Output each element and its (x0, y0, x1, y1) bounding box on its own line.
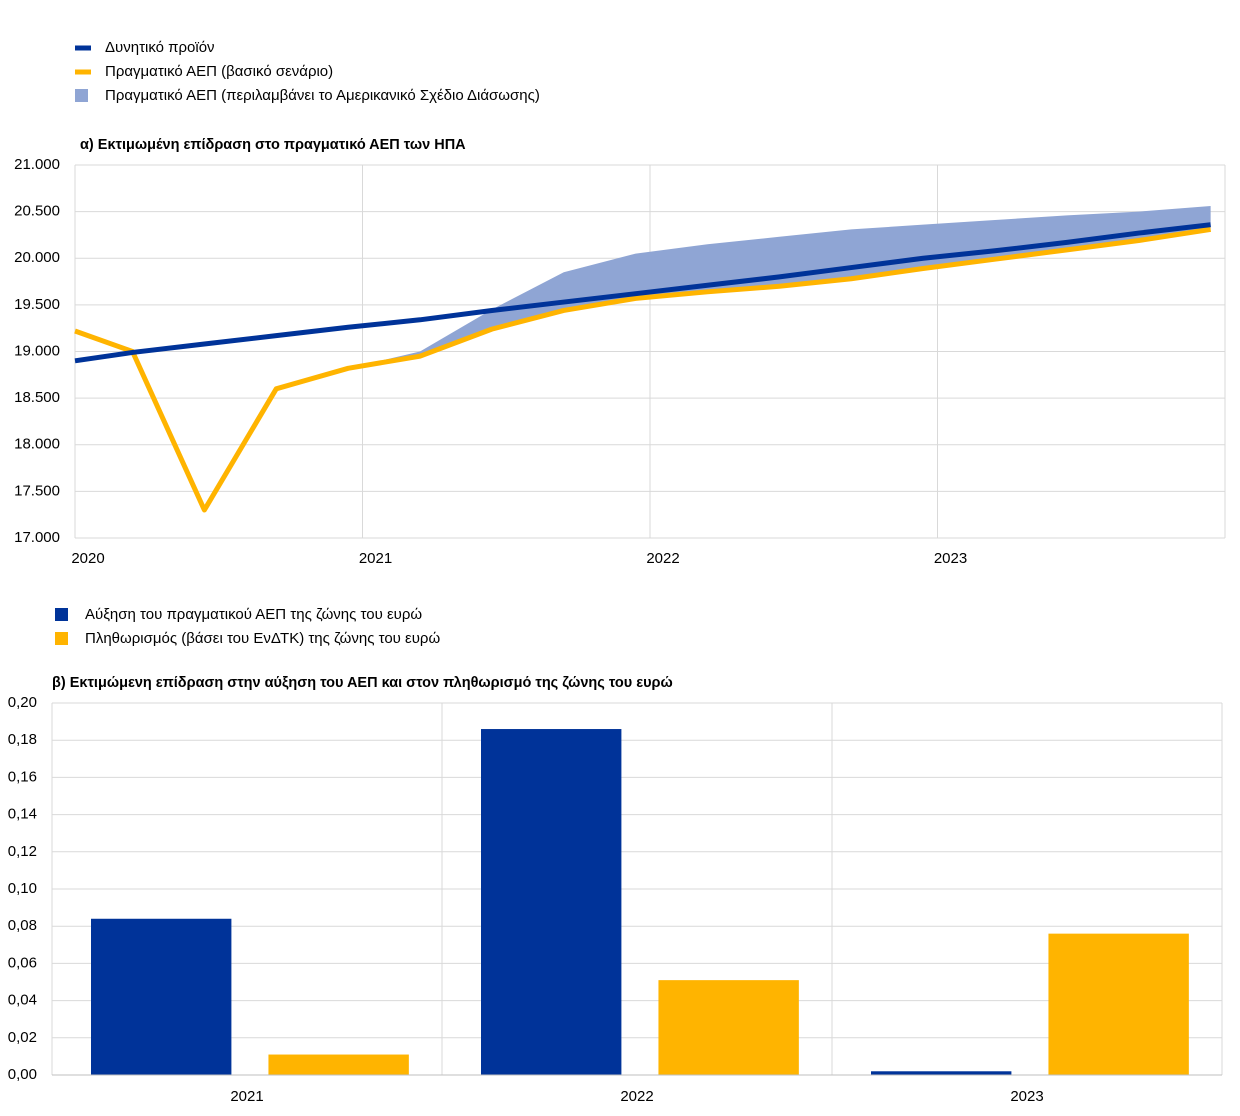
bar (871, 1071, 1012, 1075)
y-tick-label: 0,00 (8, 1066, 37, 1083)
bar (268, 1054, 409, 1075)
legend-label: Δυνητικό προϊόν (105, 39, 215, 56)
x-tick-label: 2023 (1010, 1088, 1043, 1105)
y-tick-label: 0,08 (8, 917, 37, 934)
y-tick-label: 19.000 (14, 342, 60, 359)
bar (1048, 933, 1189, 1075)
y-tick-label: 17.500 (14, 482, 60, 499)
y-tick-label: 0,10 (8, 880, 37, 897)
y-tick-label: 0,06 (8, 954, 37, 971)
y-tick-label: 17.000 (14, 529, 60, 546)
chart-title: β) Εκτιμώμενη επίδραση στην αύξηση του Α… (52, 675, 673, 691)
y-tick-label: 0,14 (8, 806, 37, 823)
y-tick-label: 0,18 (8, 731, 37, 748)
area (348, 206, 1211, 369)
y-tick-label: 19.500 (14, 296, 60, 313)
y-tick-label: 21.000 (14, 156, 60, 173)
y-tick-label: 20.500 (14, 203, 60, 220)
y-tick-label: 18.000 (14, 436, 60, 453)
x-tick-label: 2021 (359, 550, 392, 567)
legend-marker (55, 632, 68, 645)
x-tick-label: 2022 (620, 1088, 653, 1105)
legend-marker (55, 608, 68, 621)
legend-label: Πληθωρισμός (βάσει του ΕνΔΤΚ) της ζώνης … (85, 630, 440, 647)
bar (658, 980, 799, 1075)
y-tick-label: 20.000 (14, 249, 60, 266)
x-tick-label: 2023 (934, 550, 967, 567)
y-tick-label: 0,04 (8, 992, 37, 1009)
bar (91, 918, 232, 1075)
y-tick-label: 0,02 (8, 1029, 37, 1046)
legend-label: Αύξηση του πραγματικού ΑΕΠ της ζώνης του… (85, 606, 422, 623)
x-tick-label: 2022 (646, 550, 679, 567)
legend-marker (75, 89, 88, 102)
y-tick-label: 0,20 (8, 694, 37, 711)
legend-label: Πραγματικό ΑΕΠ (βασικό σενάριο) (105, 63, 333, 80)
bar (481, 729, 622, 1075)
y-tick-label: 18.500 (14, 389, 60, 406)
line (74, 226, 1212, 513)
chart-title: α) Εκτιμωμένη επίδραση στο πραγματικό ΑΕ… (80, 137, 466, 153)
line (74, 222, 1211, 364)
legend-label: Πραγματικό ΑΕΠ (περιλαμβάνει το Αμερικαν… (105, 87, 540, 104)
x-tick-label: 2021 (230, 1088, 263, 1105)
y-tick-label: 0,16 (8, 768, 37, 785)
x-tick-label: 2020 (71, 550, 104, 567)
y-tick-label: 0,12 (8, 843, 37, 860)
